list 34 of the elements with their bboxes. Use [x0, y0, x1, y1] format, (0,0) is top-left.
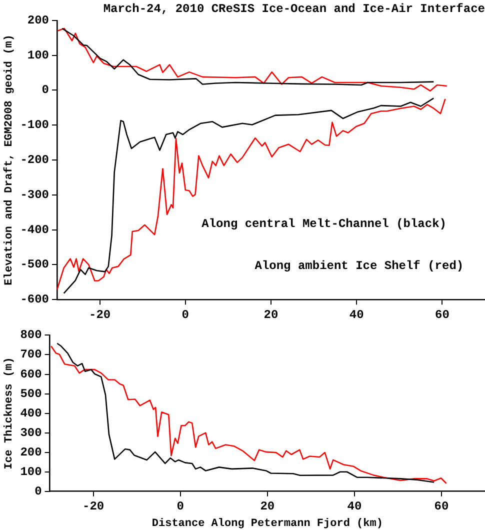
y-axis-title: Elevation and Draft, EGM2008 geoid (m) [2, 34, 16, 286]
y-tick-label: 600 [20, 367, 42, 382]
y-tick-label: 100 [27, 48, 50, 62]
y-tick-label: 500 [20, 386, 42, 401]
annotation: Along central Melt-Channel (black) [202, 217, 446, 232]
y-tick-label: 300 [20, 426, 42, 440]
x-tick-label: 20 [264, 308, 278, 322]
y-tick-label: -200 [20, 153, 50, 168]
chart-title: March-24, 2010 CReSIS Ice-Ocean and Ice-Air Interface [103, 2, 485, 16]
x-tick-label: -20 [89, 308, 111, 322]
annotation: Along ambient Ice Shelf (red) [254, 259, 464, 274]
y-axis-title: Ice Thickness (m) [3, 357, 16, 470]
y-tick-label: -600 [20, 292, 50, 307]
y-tick-label: 800 [20, 328, 42, 342]
y-tick-label: 0 [34, 484, 42, 498]
y-tick-label: -400 [20, 222, 50, 237]
y-tick-label: 700 [20, 348, 42, 362]
y-tick-label: 0 [42, 83, 50, 98]
x-tick-label: 0 [176, 500, 184, 514]
y-tick-label: 100 [20, 464, 42, 479]
x-tick-label: 60 [434, 308, 450, 322]
x-tick-label: 40 [347, 500, 362, 514]
y-tick-label: -500 [20, 258, 50, 272]
y-tick-label: 200 [27, 13, 50, 28]
x-tick-label: -20 [82, 500, 104, 514]
x-tick-label: 60 [434, 500, 449, 514]
x-tick-label: 0 [182, 308, 190, 322]
y-tick-label: -100 [20, 118, 50, 132]
x-tick-label: 20 [260, 500, 275, 514]
y-tick-label: 400 [20, 406, 42, 420]
x-tick-label: 40 [349, 308, 364, 322]
y-tick-label: -300 [20, 188, 50, 202]
x-axis-title: Distance Along Petermann Fjord (km) [152, 518, 383, 530]
y-tick-label: 200 [20, 445, 42, 460]
